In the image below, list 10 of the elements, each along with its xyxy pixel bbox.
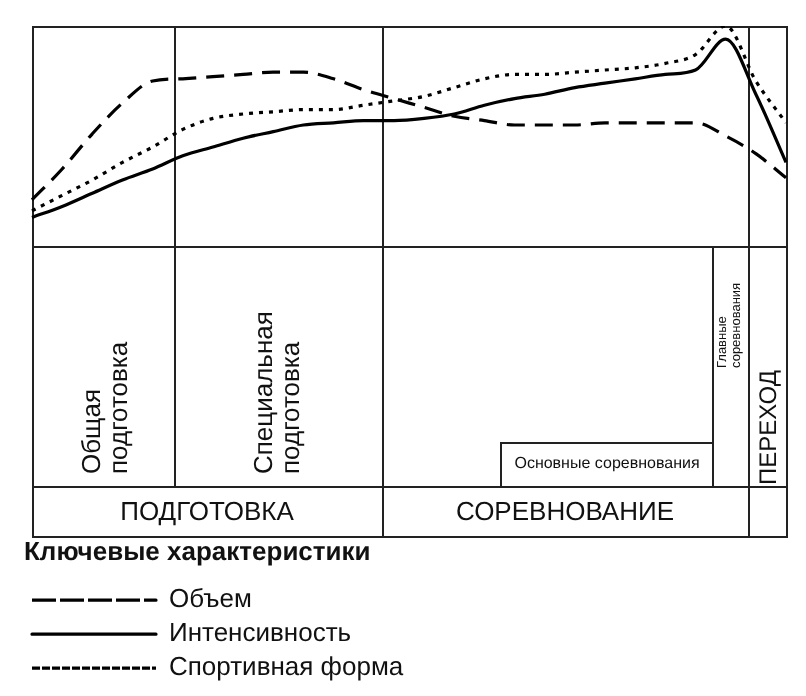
legend-label: Интенсивность (169, 617, 352, 648)
legend-label: Объем (169, 583, 252, 614)
text: Общая подготовка (76, 339, 134, 474)
text: ПОДГОТОВКА (120, 495, 294, 526)
text: Специальная подготовка (248, 309, 306, 474)
text: Основные соревнования (514, 454, 700, 474)
text: ПЕРЕХОД (753, 369, 782, 484)
legend-title: Ключевые характеристики (24, 536, 371, 567)
text: СОРЕВНОВАНИЕ (455, 495, 675, 526)
legend-label: Спортивная форма (169, 651, 405, 682)
